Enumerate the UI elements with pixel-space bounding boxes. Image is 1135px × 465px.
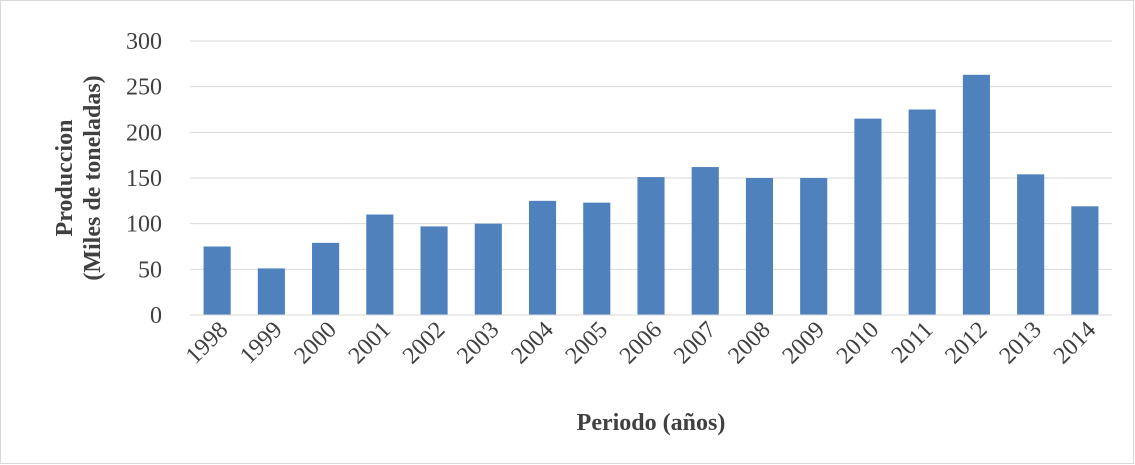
bar	[1017, 174, 1045, 315]
bar	[854, 118, 882, 315]
bar	[366, 214, 394, 315]
bar	[691, 167, 719, 315]
y-tick-label: 100	[126, 212, 162, 238]
bar	[745, 178, 774, 315]
bar	[528, 200, 557, 315]
y-axis-title: (Miles de toneladas)	[80, 75, 106, 280]
bar	[908, 109, 936, 315]
bar	[637, 177, 665, 315]
bar	[962, 74, 990, 315]
bar	[1071, 206, 1099, 315]
bar	[203, 246, 231, 315]
y-tick-label: 250	[126, 75, 162, 101]
bar	[583, 202, 611, 315]
bar	[474, 223, 502, 315]
y-tick-label: 0	[150, 303, 162, 329]
bar	[312, 242, 340, 315]
y-tick-label: 200	[126, 120, 162, 146]
bar	[257, 268, 285, 315]
y-tick-label: 150	[126, 166, 162, 192]
y-axis-title: Produccion	[52, 120, 78, 237]
bar	[800, 178, 828, 315]
bar	[420, 226, 448, 315]
x-axis-title: Periodo (años)	[577, 410, 726, 436]
y-tick-label: 300	[126, 29, 162, 55]
y-tick-label: 50	[138, 257, 162, 283]
